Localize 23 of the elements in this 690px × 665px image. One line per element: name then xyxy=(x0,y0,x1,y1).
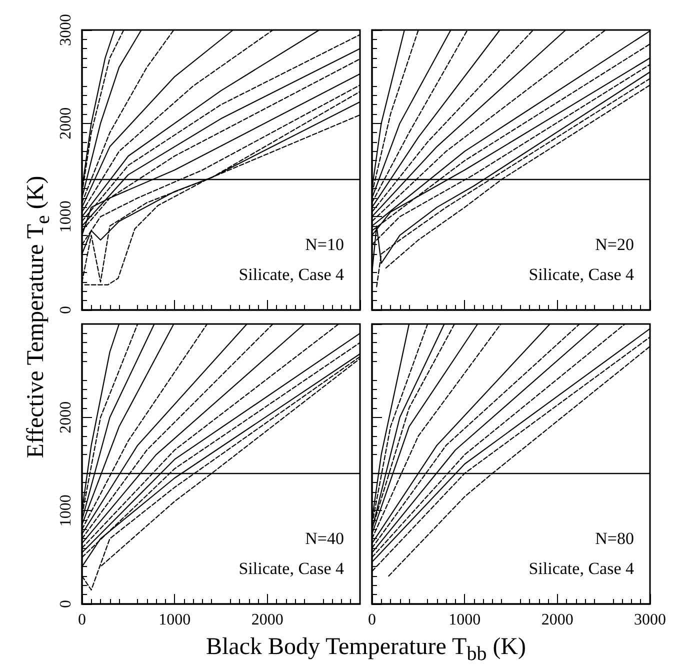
x-tick-label: 3000 xyxy=(634,612,666,628)
x-tick-label: 2000 xyxy=(251,612,284,628)
y-tick-label: 0 xyxy=(58,600,74,608)
y-tick-label: 2000 xyxy=(58,401,74,434)
annotation: N=10 xyxy=(305,235,344,254)
annotation: N=40 xyxy=(305,529,344,548)
x-axis-title: Black Body Temperature T$_{bb}$ (K) xyxy=(204,633,528,665)
y-tick-label: 1000 xyxy=(58,494,74,527)
annotation: N=20 xyxy=(595,235,634,254)
y-tick-label: 1000 xyxy=(58,200,74,233)
x-tick-label: 1000 xyxy=(158,612,191,628)
y-tick-label: 2000 xyxy=(58,107,74,140)
x-tick-label: 0 xyxy=(368,612,376,628)
x-tick-label: 1000 xyxy=(448,612,481,628)
x-tick-label: 2000 xyxy=(541,612,574,628)
y-tick-label: 3000 xyxy=(58,14,74,46)
annotation: Silicate, Case 4 xyxy=(238,559,344,578)
y-tick-label: 0 xyxy=(58,306,74,314)
annotation: Silicate, Case 4 xyxy=(528,265,634,284)
annotation: Silicate, Case 4 xyxy=(238,265,344,284)
annotation: Silicate, Case 4 xyxy=(528,559,634,578)
annotation: N=80 xyxy=(595,529,634,548)
x-tick-label: 0 xyxy=(78,612,86,628)
